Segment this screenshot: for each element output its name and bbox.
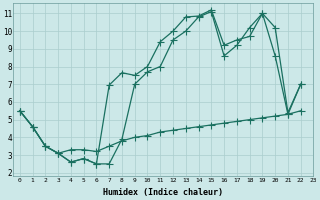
X-axis label: Humidex (Indice chaleur): Humidex (Indice chaleur) <box>103 188 223 197</box>
